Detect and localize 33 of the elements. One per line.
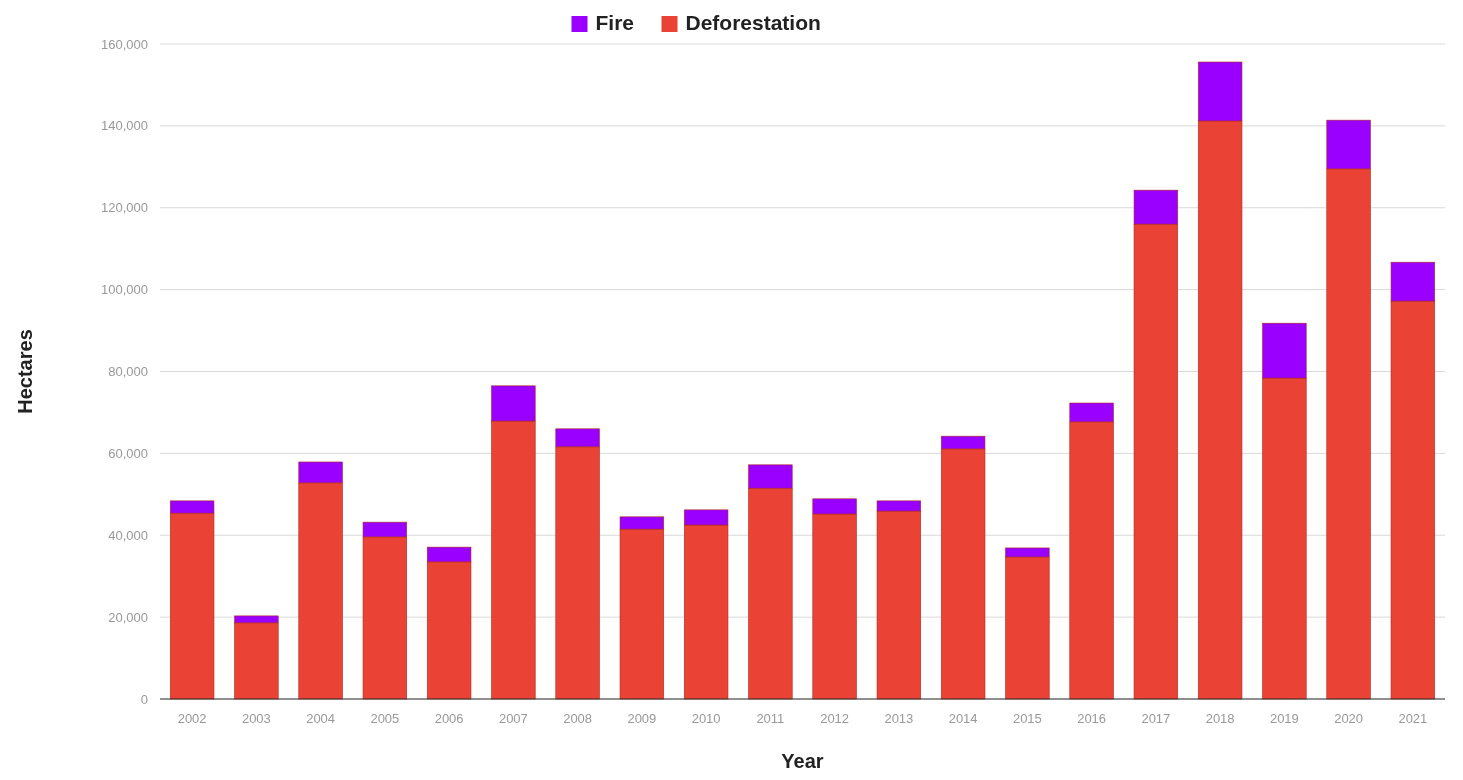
y-tick-label: 160,000 (101, 36, 148, 52)
x-tick-label: 2018 (1205, 711, 1235, 726)
x-axis-title: Year (781, 750, 824, 772)
legend-label: Deforestation (685, 11, 821, 34)
x-tick-label: 2021 (1398, 711, 1428, 726)
x-tick-label: 2007 (498, 711, 528, 726)
legend-label: Fire (595, 11, 635, 34)
x-tick-label: 2010 (691, 711, 721, 726)
y-tick-label: 100,000 (101, 282, 148, 298)
x-tick-label: 2013 (884, 711, 914, 726)
x-tick-label: 2011 (756, 711, 785, 726)
x-tick-label: 2003 (241, 711, 271, 726)
y-tick-label: 140,000 (101, 118, 148, 134)
x-tick-label: 2019 (1269, 711, 1299, 726)
y-axis-title: Hectares (14, 329, 36, 414)
x-tick-label: 2008 (563, 711, 593, 726)
x-tick-label: 2017 (1141, 711, 1171, 726)
y-tick-label: 80,000 (108, 364, 148, 380)
x-tick-label: 2020 (1334, 711, 1364, 726)
y-tick-label: 0 (140, 691, 148, 707)
x-tick-label: 2005 (370, 711, 400, 726)
x-tick-label: 2002 (177, 711, 207, 726)
x-tick-label: 2009 (627, 711, 657, 726)
y-tick-label: 60,000 (108, 445, 148, 461)
y-tick-label: 20,000 (108, 609, 148, 625)
x-tick-label: 2016 (1077, 711, 1107, 726)
y-tick-label: 40,000 (108, 527, 148, 543)
x-tick-label: 2014 (948, 711, 978, 726)
y-tick-label: 120,000 (101, 200, 148, 216)
x-tick-label: 2012 (820, 711, 850, 726)
x-tick-label: 2015 (1012, 711, 1042, 726)
x-tick-label: 2006 (434, 711, 464, 726)
x-tick-label: 2004 (306, 711, 336, 726)
